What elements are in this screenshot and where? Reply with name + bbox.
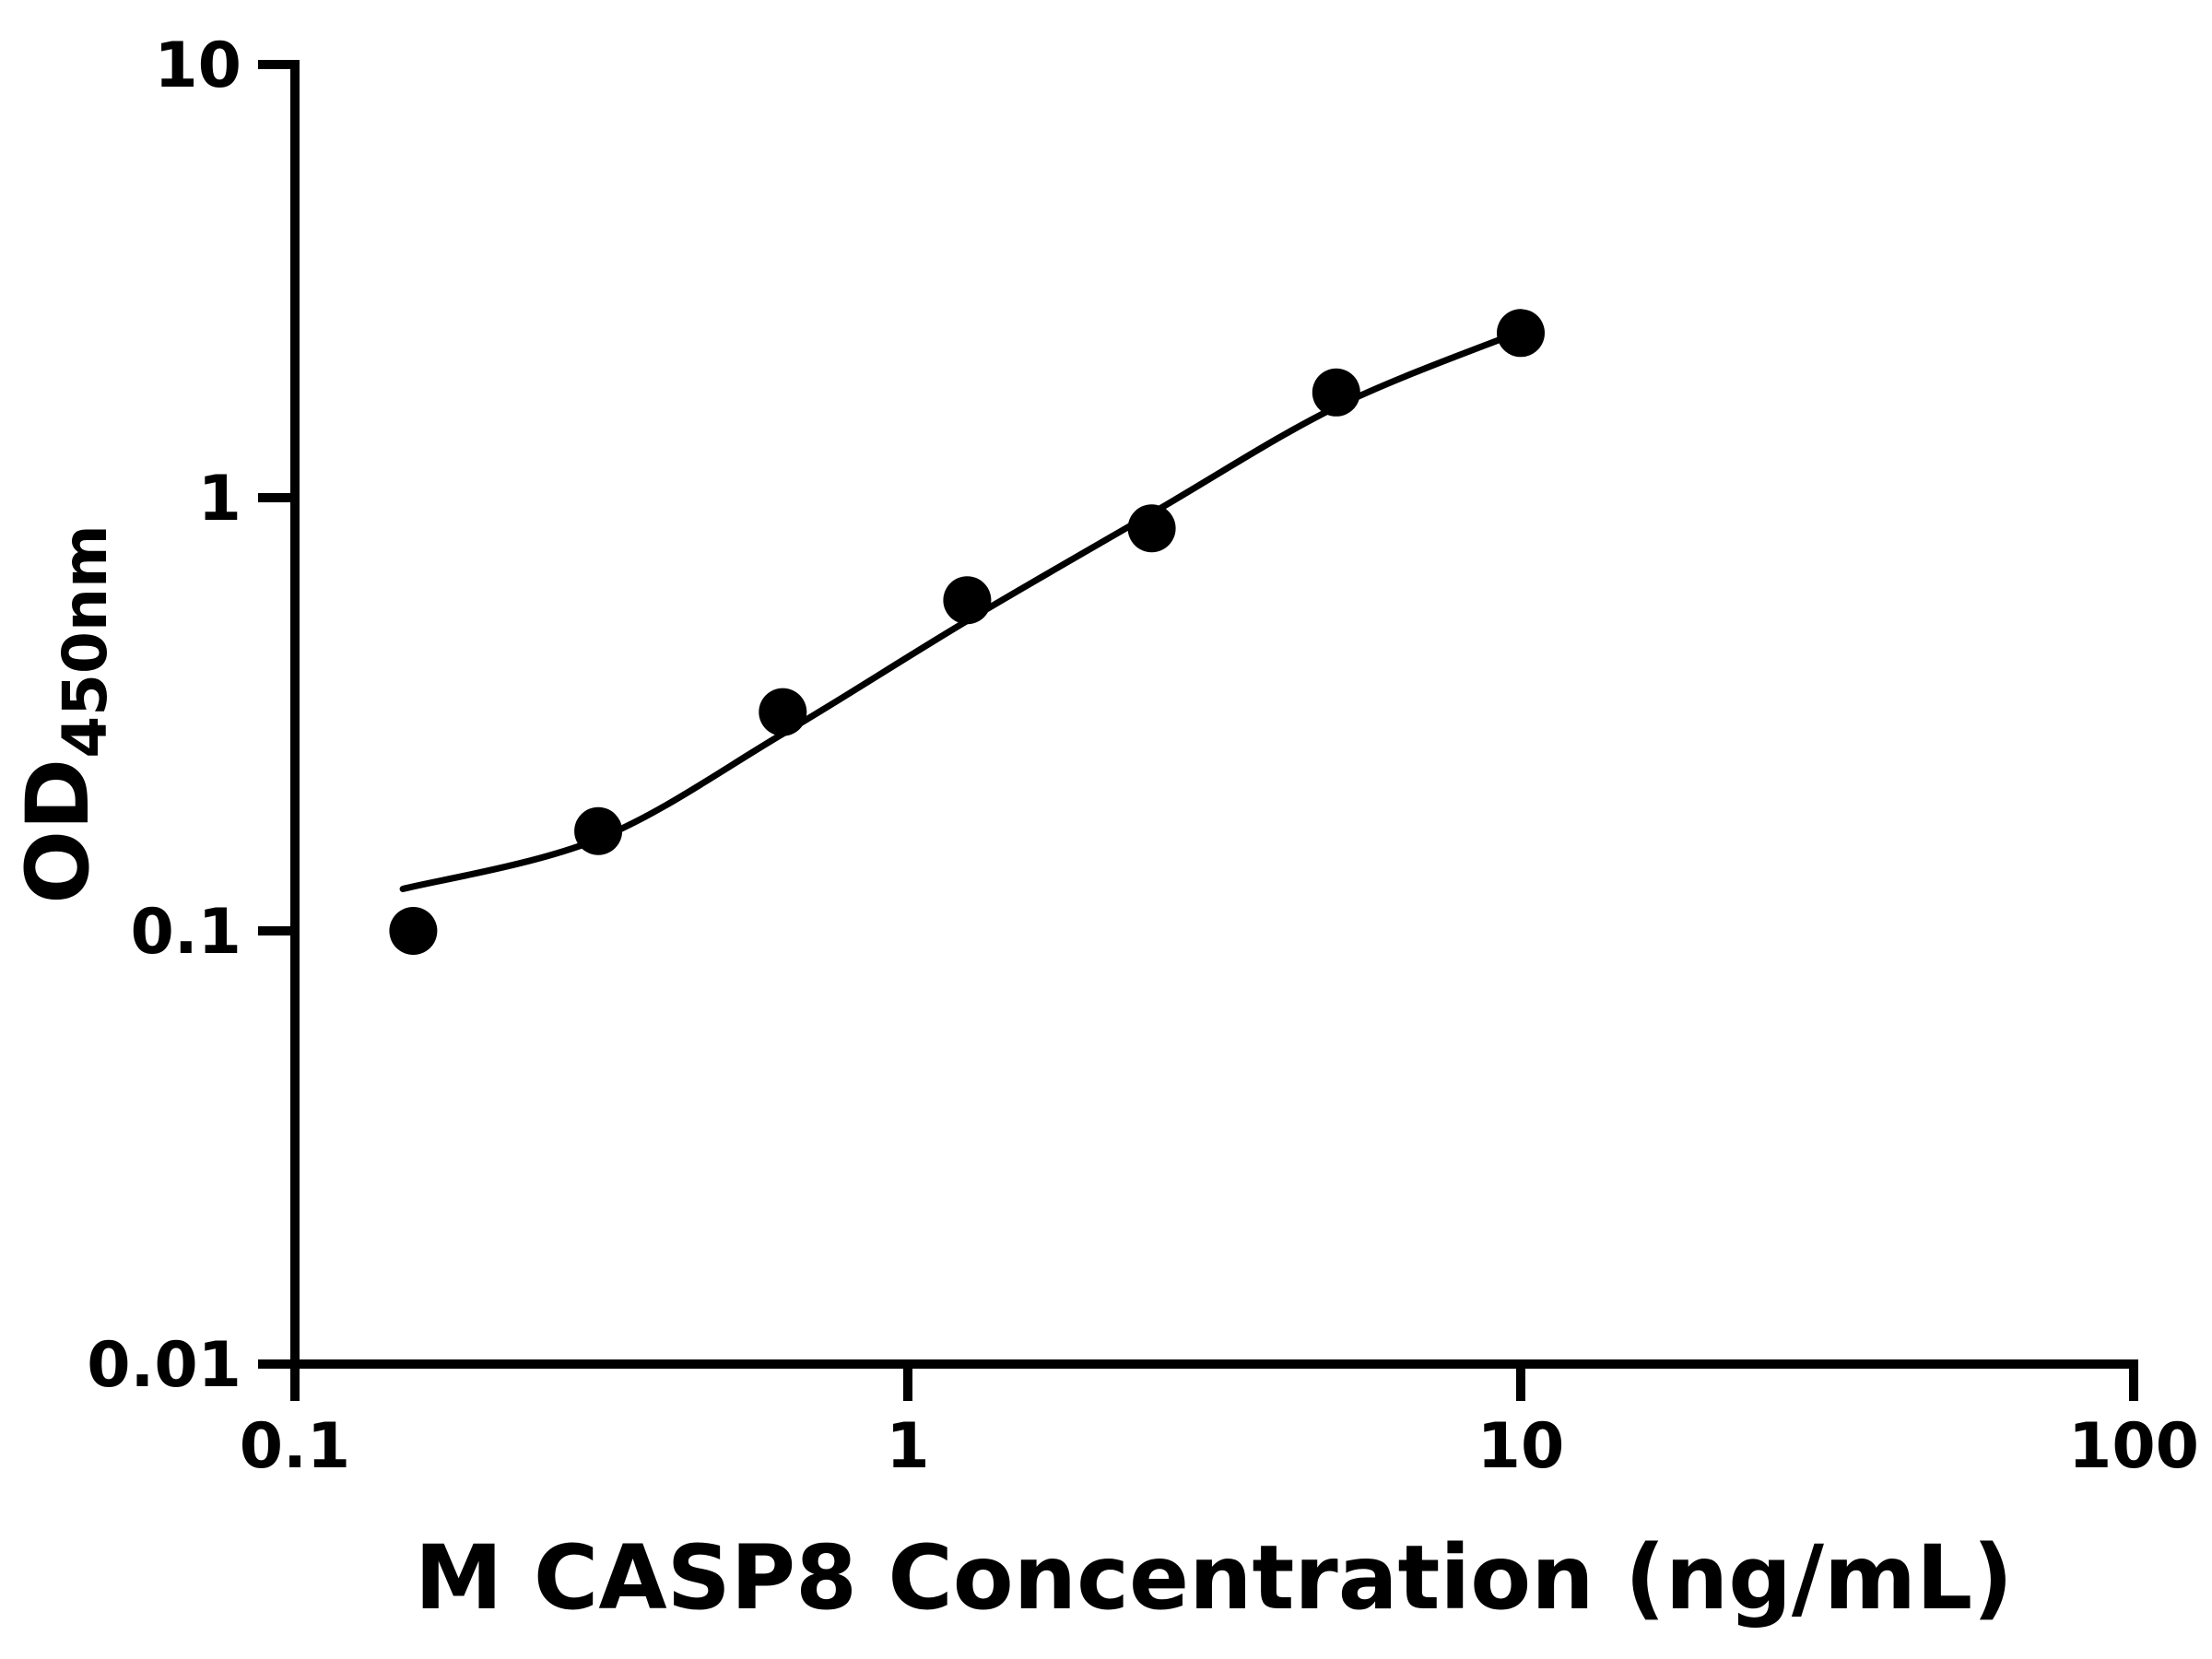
data-point-7 <box>1497 309 1545 358</box>
y-axis-title-sub: 450nm <box>50 524 121 759</box>
data-layer <box>389 309 1545 955</box>
data-point-5 <box>1127 504 1176 553</box>
y-tick-label: 1 <box>198 463 241 535</box>
y-tick-label: 10 <box>154 29 241 102</box>
data-point-4 <box>943 576 992 625</box>
y-tick-label: 0.1 <box>131 896 241 969</box>
y-axis-title: OD450nm <box>8 524 121 903</box>
x-tick-label: 100 <box>2068 1410 2199 1483</box>
y-axis-title-main: OD <box>8 759 109 904</box>
data-point-3 <box>759 688 807 736</box>
x-tick-label: 10 <box>1477 1410 1565 1483</box>
x-tick-label: 0.1 <box>240 1410 350 1483</box>
data-point-6 <box>1312 368 1360 417</box>
data-point-1 <box>389 907 438 955</box>
tick-layer: 0.1 1 10 100 0.01 0.1 1 10 <box>87 29 2199 1483</box>
axis-spines <box>290 60 2138 1369</box>
y-tick-label: 0.01 <box>87 1329 241 1402</box>
x-axis-title: M CASP8 Concentration (ng/mL) <box>415 1526 2013 1630</box>
axes-layer <box>290 60 2138 1369</box>
x-tick-label: 1 <box>886 1410 929 1483</box>
data-point-2 <box>574 806 623 855</box>
